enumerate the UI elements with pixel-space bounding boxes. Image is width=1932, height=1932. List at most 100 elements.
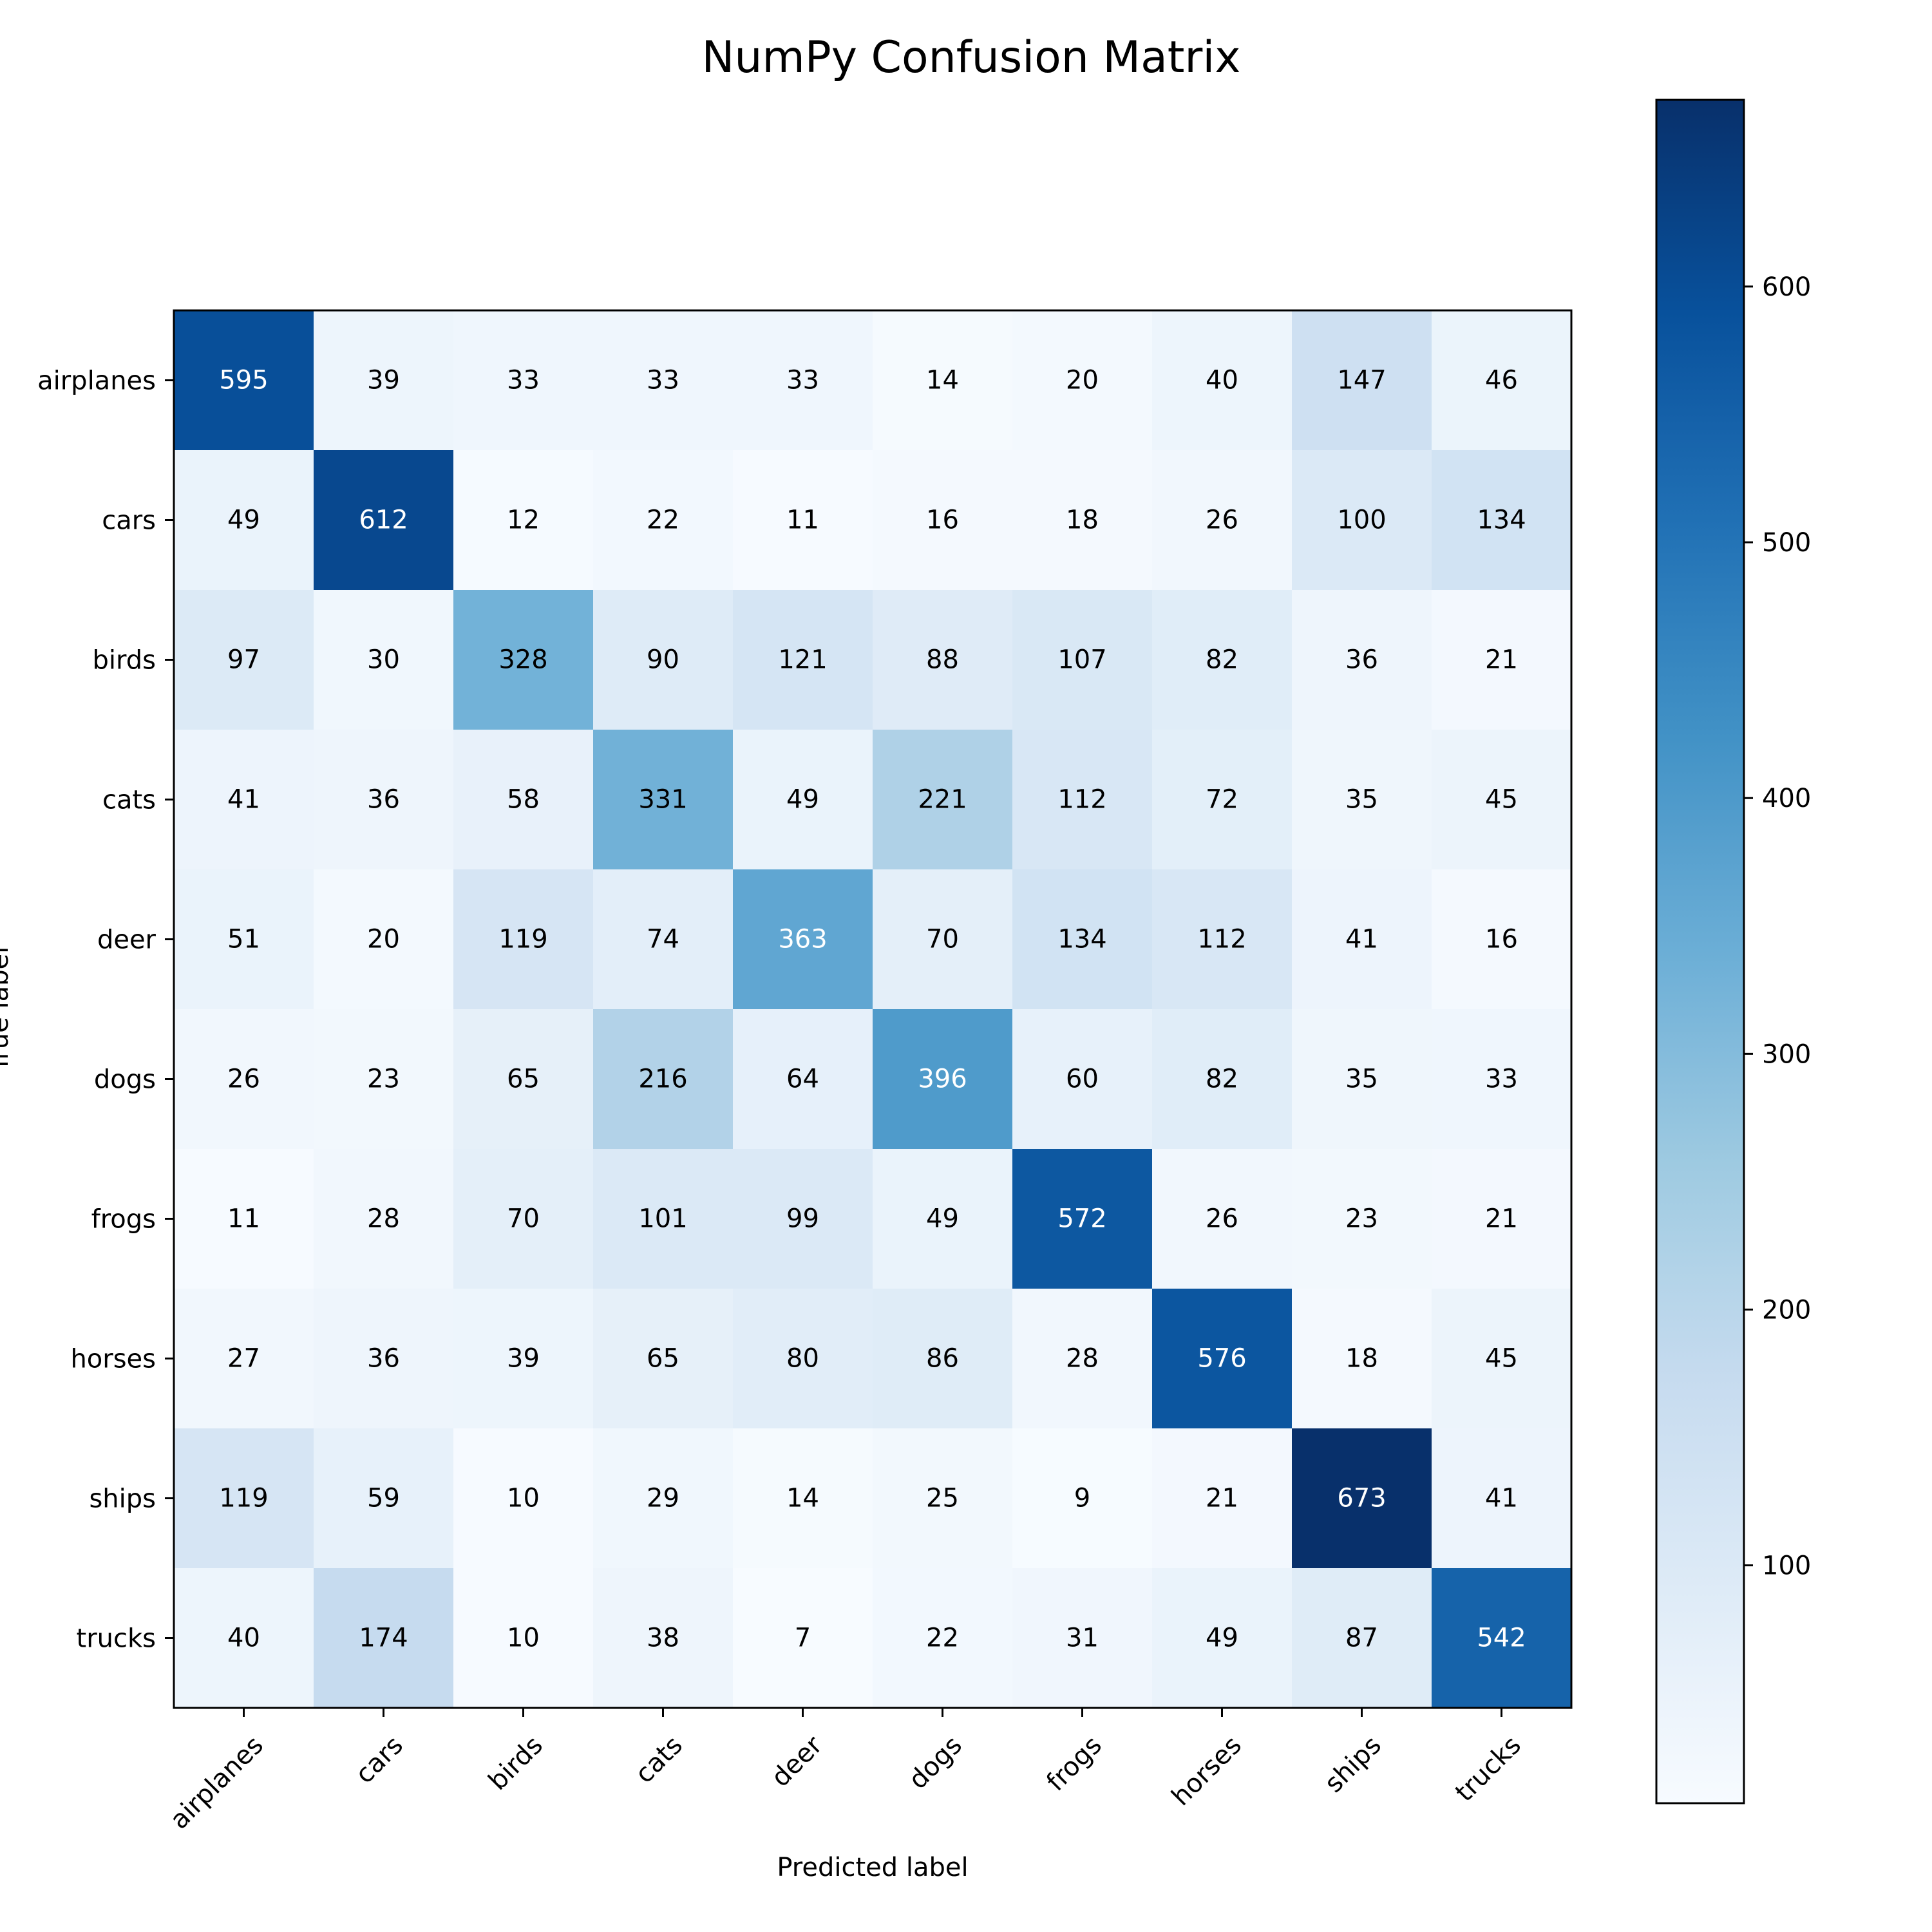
heatmap-cell — [733, 869, 873, 1010]
cell-value-label: 33 — [1485, 1065, 1518, 1094]
cell-value-label: 221 — [918, 785, 967, 815]
y-tick-label: airplanes — [37, 366, 156, 396]
y-tick-label: trucks — [77, 1624, 156, 1654]
cell-value-label: 673 — [1337, 1484, 1386, 1513]
heatmap-cell — [1012, 730, 1153, 870]
heatmap-cell — [1432, 730, 1572, 870]
heatmap-cell — [873, 590, 1013, 730]
cell-value-label: 134 — [1477, 506, 1526, 535]
cell-value-label: 11 — [786, 506, 819, 535]
heatmap-cell — [1012, 1009, 1153, 1150]
x-tick-label: cats — [630, 1730, 688, 1789]
cell-value-label: 30 — [367, 645, 400, 675]
cell-value-label: 572 — [1057, 1204, 1106, 1234]
heatmap-cell — [593, 730, 734, 870]
heatmap-cell — [453, 730, 594, 870]
heatmap-cell — [733, 450, 873, 591]
heatmap-cell — [1012, 1428, 1153, 1569]
heatmap-cell — [1152, 730, 1293, 870]
x-tick-label: deer — [766, 1730, 828, 1793]
heatmap-cell — [1292, 730, 1432, 870]
heatmap-cell — [1152, 1568, 1293, 1709]
y-tick-label: dogs — [94, 1065, 156, 1095]
cell-value-label: 107 — [1057, 645, 1106, 675]
y-tick-label: cars — [102, 506, 156, 536]
heatmap-cell — [174, 450, 314, 591]
cell-value-label: 112 — [1197, 925, 1246, 954]
heatmap-cell — [1152, 1289, 1293, 1429]
cell-value-label: 101 — [638, 1204, 687, 1234]
cell-value-label: 72 — [1206, 785, 1238, 815]
cell-value-label: 26 — [1206, 1204, 1238, 1234]
cell-value-label: 99 — [786, 1204, 819, 1234]
y-tick-label: horses — [70, 1345, 156, 1374]
cell-value-label: 147 — [1337, 366, 1386, 395]
cell-value-label: 46 — [1485, 366, 1518, 395]
cell-value-label: 74 — [647, 925, 679, 954]
cell-value-label: 40 — [227, 1624, 260, 1653]
colorbar-tick-label: 200 — [1762, 1296, 1811, 1325]
cell-value-label: 576 — [1197, 1344, 1246, 1374]
cell-value-label: 23 — [367, 1065, 400, 1094]
heatmap-cell — [1152, 590, 1293, 730]
x-tick-label: horses — [1166, 1730, 1247, 1812]
heatmap-cell — [1152, 310, 1293, 451]
cell-value-label: 26 — [1206, 506, 1238, 535]
heatmap-cell — [1012, 450, 1153, 591]
heatmap-cell — [453, 1149, 594, 1289]
heatmap-cell — [1432, 590, 1572, 730]
cell-value-label: 16 — [926, 506, 959, 535]
cell-value-label: 60 — [1066, 1065, 1099, 1094]
y-axis-label: True label — [0, 947, 14, 1072]
heatmap-cell — [1152, 1009, 1293, 1150]
cell-value-label: 21 — [1485, 1204, 1518, 1234]
cell-value-label: 90 — [647, 645, 679, 675]
heatmap-cell — [1012, 1289, 1153, 1429]
heatmap-cell — [873, 869, 1013, 1010]
heatmap-cell — [174, 869, 314, 1010]
heatmap-cell — [593, 310, 734, 451]
heatmap-cell — [453, 310, 594, 451]
heatmap-cell — [873, 1568, 1013, 1709]
cell-value-label: 51 — [227, 925, 260, 954]
heatmap-cell — [593, 1428, 734, 1569]
heatmap-cell — [733, 590, 873, 730]
cell-value-label: 70 — [926, 925, 959, 954]
heatmap-cell — [1432, 450, 1572, 591]
heatmap-cell — [314, 1149, 454, 1289]
cell-value-label: 134 — [1057, 925, 1106, 954]
cell-value-label: 331 — [638, 785, 687, 815]
cell-value-label: 595 — [219, 366, 268, 395]
heatmap-cell — [1432, 1568, 1572, 1709]
cell-value-label: 22 — [647, 506, 679, 535]
cell-value-label: 41 — [1345, 925, 1378, 954]
cell-value-label: 10 — [507, 1484, 540, 1513]
heatmap-cell — [1152, 869, 1293, 1010]
chart-title: NumPy Confusion Matrix — [701, 32, 1240, 83]
cell-value-label: 22 — [926, 1624, 959, 1653]
heatmap-cell — [593, 450, 734, 591]
cell-value-label: 119 — [219, 1484, 268, 1513]
cell-value-label: 59 — [367, 1484, 400, 1513]
heatmap-cell — [1012, 1568, 1153, 1709]
heatmap-cell — [873, 1428, 1013, 1569]
cell-value-label: 9 — [1074, 1484, 1090, 1513]
y-axis-ticks: airplanes cars birds cats deer dogs frogs horse… — [37, 366, 174, 1654]
heatmap-cell — [1432, 1009, 1572, 1150]
heatmap-cell — [453, 1289, 594, 1429]
cell-value-label: 363 — [778, 925, 827, 954]
heatmap-cell — [314, 310, 454, 451]
cell-value-label: 41 — [227, 785, 260, 815]
heatmap-cell — [593, 1009, 734, 1150]
y-tick-label: deer — [97, 925, 156, 955]
cell-value-label: 33 — [786, 366, 819, 395]
cell-value-label: 21 — [1485, 645, 1518, 675]
cell-value-label: 119 — [498, 925, 547, 954]
cell-value-label: 82 — [1206, 645, 1238, 675]
cell-value-label: 49 — [786, 785, 819, 815]
cell-value-label: 41 — [1485, 1484, 1518, 1513]
heatmap-cell — [174, 1149, 314, 1289]
cell-value-label: 35 — [1345, 1065, 1378, 1094]
